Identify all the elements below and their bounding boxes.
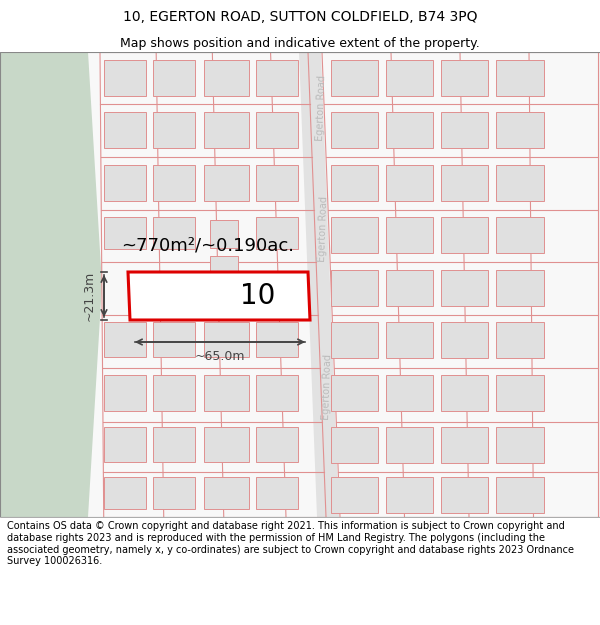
Text: ~65.0m: ~65.0m xyxy=(195,350,245,363)
Bar xyxy=(331,477,378,513)
Bar xyxy=(153,427,195,462)
Bar xyxy=(204,322,249,357)
Bar xyxy=(204,60,249,96)
Polygon shape xyxy=(0,52,102,517)
Bar xyxy=(104,322,146,357)
Bar xyxy=(256,60,298,96)
Bar xyxy=(104,427,146,462)
Bar xyxy=(256,112,298,148)
Bar xyxy=(441,477,488,513)
Bar xyxy=(256,322,298,357)
Bar xyxy=(104,112,146,148)
Bar xyxy=(386,427,433,463)
Bar xyxy=(441,322,488,358)
Text: ~21.3m: ~21.3m xyxy=(83,271,96,321)
Bar xyxy=(386,165,433,201)
Bar xyxy=(386,477,433,513)
Bar xyxy=(204,375,249,411)
Bar xyxy=(496,112,544,148)
Bar xyxy=(331,427,378,463)
Bar xyxy=(204,112,249,148)
Bar xyxy=(441,112,488,148)
Bar xyxy=(496,60,544,96)
Bar xyxy=(256,375,298,411)
Bar xyxy=(441,60,488,96)
Bar xyxy=(204,427,249,462)
Bar xyxy=(153,165,195,201)
Bar xyxy=(104,165,146,201)
Bar xyxy=(496,322,544,358)
Bar xyxy=(153,322,195,357)
Text: Egerton Road: Egerton Road xyxy=(315,75,327,141)
Polygon shape xyxy=(299,52,339,517)
Bar xyxy=(256,217,298,249)
Bar xyxy=(104,375,146,411)
Bar xyxy=(441,375,488,411)
Bar xyxy=(331,217,378,253)
Bar xyxy=(441,165,488,201)
Bar xyxy=(386,270,433,306)
Bar xyxy=(331,112,378,148)
Text: 10: 10 xyxy=(241,282,275,310)
Bar xyxy=(331,322,378,358)
Bar xyxy=(153,112,195,148)
Bar xyxy=(153,217,195,249)
Bar xyxy=(331,60,378,96)
Bar xyxy=(386,112,433,148)
Bar xyxy=(386,60,433,96)
Text: Map shows position and indicative extent of the property.: Map shows position and indicative extent… xyxy=(120,38,480,51)
Bar xyxy=(104,217,146,249)
Bar xyxy=(104,60,146,96)
Bar xyxy=(256,477,298,509)
Bar xyxy=(104,477,146,509)
Bar xyxy=(386,322,433,358)
Bar xyxy=(386,375,433,411)
Bar xyxy=(210,220,238,248)
Bar xyxy=(496,477,544,513)
Bar xyxy=(496,217,544,253)
Bar xyxy=(441,270,488,306)
Bar xyxy=(331,270,378,306)
Polygon shape xyxy=(128,272,310,320)
Bar xyxy=(256,427,298,462)
Bar xyxy=(256,165,298,201)
Bar xyxy=(496,375,544,411)
Bar xyxy=(496,270,544,306)
Bar xyxy=(331,165,378,201)
Text: ~770m²/~0.190ac.: ~770m²/~0.190ac. xyxy=(121,236,295,254)
Bar xyxy=(153,375,195,411)
Bar xyxy=(496,165,544,201)
Text: Contains OS data © Crown copyright and database right 2021. This information is : Contains OS data © Crown copyright and d… xyxy=(7,521,574,566)
Bar xyxy=(204,165,249,201)
Bar xyxy=(153,60,195,96)
Bar xyxy=(331,375,378,411)
Text: Egerton Road: Egerton Road xyxy=(321,354,333,420)
Bar xyxy=(496,427,544,463)
Text: Egerton Road: Egerton Road xyxy=(317,196,329,262)
Bar xyxy=(441,427,488,463)
Bar xyxy=(441,217,488,253)
Bar xyxy=(386,217,433,253)
Bar xyxy=(210,256,238,284)
Text: 10, EGERTON ROAD, SUTTON COLDFIELD, B74 3PQ: 10, EGERTON ROAD, SUTTON COLDFIELD, B74 … xyxy=(123,11,477,24)
Bar xyxy=(204,477,249,509)
Bar xyxy=(153,477,195,509)
